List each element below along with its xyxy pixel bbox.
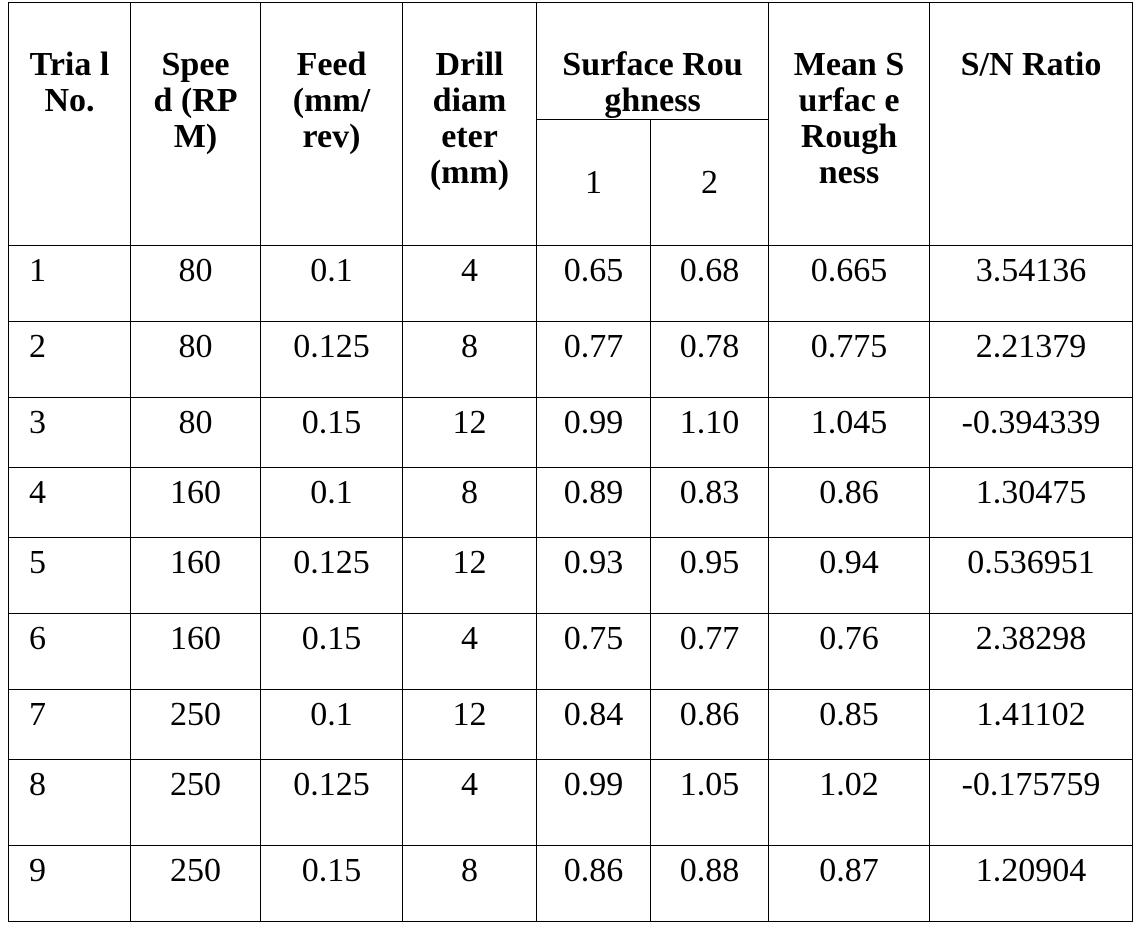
cell-sn-ratio: -0.394339 (929, 397, 1133, 468)
cell-sn-ratio: 0.536951 (929, 537, 1133, 614)
cell-feed: 0.1 (260, 467, 403, 538)
cell-speed: 250 (130, 689, 261, 760)
header-speed: Spee d (RP M) (130, 2, 261, 246)
cell-speed: 160 (130, 467, 261, 538)
cell-roughness-2: 0.83 (650, 467, 769, 538)
cell-feed: 0.1 (260, 689, 403, 760)
cell-speed: 160 (130, 613, 261, 690)
cell-trial-no: 9 (8, 845, 131, 922)
cell-roughness-2: 1.05 (650, 759, 769, 846)
cell-feed: 0.15 (260, 845, 403, 922)
cell-speed: 160 (130, 537, 261, 614)
cell-roughness-1: 0.65 (536, 245, 651, 322)
header-sn-ratio: S/N Ratio (929, 2, 1133, 246)
cell-trial-no: 1 (8, 245, 131, 322)
cell-trial-no: 8 (8, 759, 131, 846)
cell-mean-roughness: 0.775 (768, 321, 930, 398)
cell-roughness-1: 0.77 (536, 321, 651, 398)
table-row: 5 160 0.125 12 0.93 0.95 0.94 0.536951 (8, 537, 1133, 614)
table-row: 4 160 0.1 8 0.89 0.83 0.86 1.30475 (8, 467, 1133, 538)
cell-mean-roughness: 0.76 (768, 613, 930, 690)
cell-sn-ratio: 1.30475 (929, 467, 1133, 538)
cell-roughness-1: 0.93 (536, 537, 651, 614)
cell-trial-no: 3 (8, 397, 131, 468)
cell-roughness-2: 0.88 (650, 845, 769, 922)
header-drill-diameter: Drill diam eter (mm) (402, 2, 537, 246)
cell-roughness-2: 0.95 (650, 537, 769, 614)
cell-speed: 80 (130, 397, 261, 468)
cell-trial-no: 5 (8, 537, 131, 614)
cell-drill-diameter: 8 (402, 321, 537, 398)
cell-sn-ratio: 3.54136 (929, 245, 1133, 322)
header-surface-roughness-2: 2 (650, 119, 769, 246)
cell-feed: 0.15 (260, 397, 403, 468)
cell-trial-no: 4 (8, 467, 131, 538)
header-mean-surface-roughness: Mean Surfac e Rough ness (768, 2, 930, 246)
cell-trial-no: 7 (8, 689, 131, 760)
cell-sn-ratio: 2.38298 (929, 613, 1133, 690)
cell-speed: 80 (130, 245, 261, 322)
cell-roughness-2: 0.86 (650, 689, 769, 760)
cell-mean-roughness: 0.665 (768, 245, 930, 322)
cell-roughness-1: 0.75 (536, 613, 651, 690)
cell-mean-roughness: 0.85 (768, 689, 930, 760)
table-header: Tria l No. Spee d (RP M) Feed (mm/ rev) … (8, 2, 1133, 246)
cell-feed: 0.125 (260, 759, 403, 846)
cell-roughness-1: 0.99 (536, 397, 651, 468)
cell-drill-diameter: 4 (402, 759, 537, 846)
cell-drill-diameter: 12 (402, 397, 537, 468)
cell-speed: 250 (130, 845, 261, 922)
cell-feed: 0.1 (260, 245, 403, 322)
cell-feed: 0.125 (260, 537, 403, 614)
cell-drill-diameter: 8 (402, 845, 537, 922)
cell-mean-roughness: 1.045 (768, 397, 930, 468)
cell-sn-ratio: 1.41102 (929, 689, 1133, 760)
header-surface-roughness-1: 1 (536, 119, 651, 246)
cell-mean-roughness: 0.86 (768, 467, 930, 538)
cell-roughness-2: 0.77 (650, 613, 769, 690)
cell-roughness-1: 0.89 (536, 467, 651, 538)
results-table-container: Tria l No. Spee d (RP M) Feed (mm/ rev) … (8, 2, 1133, 922)
cell-roughness-1: 0.84 (536, 689, 651, 760)
cell-trial-no: 2 (8, 321, 131, 398)
cell-mean-roughness: 1.02 (768, 759, 930, 846)
table-row: 1 80 0.1 4 0.65 0.68 0.665 3.54136 (8, 245, 1133, 322)
cell-sn-ratio: 2.21379 (929, 321, 1133, 398)
results-table: Tria l No. Spee d (RP M) Feed (mm/ rev) … (8, 2, 1133, 922)
cell-mean-roughness: 0.94 (768, 537, 930, 614)
header-feed: Feed (mm/ rev) (260, 2, 403, 246)
cell-feed: 0.125 (260, 321, 403, 398)
cell-drill-diameter: 4 (402, 613, 537, 690)
table-row: 6 160 0.15 4 0.75 0.77 0.76 2.38298 (8, 613, 1133, 690)
cell-roughness-2: 1.10 (650, 397, 769, 468)
cell-sn-ratio: -0.175759 (929, 759, 1133, 846)
cell-drill-diameter: 12 (402, 689, 537, 760)
cell-feed: 0.15 (260, 613, 403, 690)
cell-roughness-1: 0.86 (536, 845, 651, 922)
cell-roughness-1: 0.99 (536, 759, 651, 846)
table-row: 3 80 0.15 12 0.99 1.10 1.045 -0.394339 (8, 397, 1133, 468)
cell-sn-ratio: 1.20904 (929, 845, 1133, 922)
cell-drill-diameter: 8 (402, 467, 537, 538)
header-surface-roughness: Surface Roughness (536, 2, 769, 120)
cell-speed: 250 (130, 759, 261, 846)
table-body: 1 80 0.1 4 0.65 0.68 0.665 3.54136 2 80 0.125 8 0.77… (8, 245, 1133, 922)
cell-roughness-2: 0.68 (650, 245, 769, 322)
header-trial-no: Tria l No. (8, 2, 131, 246)
cell-trial-no: 6 (8, 613, 131, 690)
cell-speed: 80 (130, 321, 261, 398)
cell-drill-diameter: 12 (402, 537, 537, 614)
table-row: 2 80 0.125 8 0.77 0.78 0.775 2.21379 (8, 321, 1133, 398)
cell-roughness-2: 0.78 (650, 321, 769, 398)
cell-mean-roughness: 0.87 (768, 845, 930, 922)
table-row: 9 250 0.15 8 0.86 0.88 0.87 1.20904 (8, 845, 1133, 922)
table-row: 8 250 0.125 4 0.99 1.05 1.02 -0.175759 (8, 759, 1133, 846)
cell-drill-diameter: 4 (402, 245, 537, 322)
table-row: 7 250 0.1 12 0.84 0.86 0.85 1.41102 (8, 689, 1133, 760)
